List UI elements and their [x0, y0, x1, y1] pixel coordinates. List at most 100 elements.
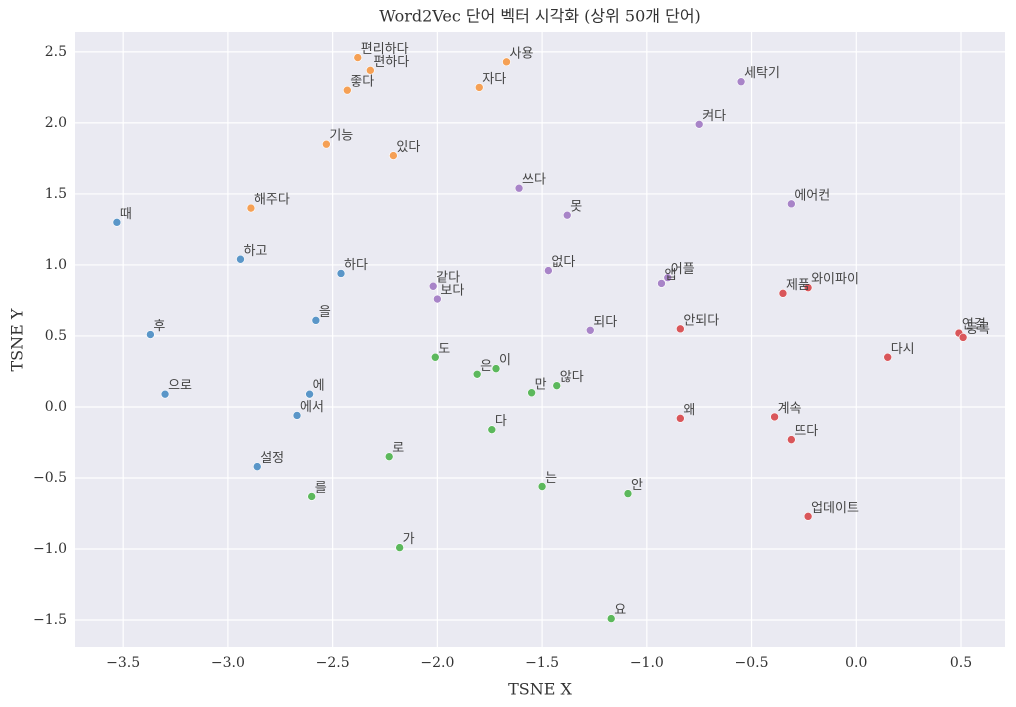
point	[657, 279, 666, 288]
point	[537, 482, 547, 491]
point	[663, 273, 673, 283]
point-label: 제품	[786, 278, 810, 293]
point-label: 계속	[778, 401, 802, 416]
point-label: 이	[499, 353, 511, 368]
grid	[75, 32, 1005, 647]
point	[883, 352, 893, 362]
point-label: 않다	[560, 370, 584, 385]
point	[562, 210, 572, 220]
point-label: 자다	[482, 72, 506, 87]
point	[787, 199, 796, 209]
point	[322, 139, 331, 149]
point-label: 후	[153, 319, 165, 334]
point	[958, 333, 968, 342]
point-label: 연결	[962, 318, 986, 333]
point-label: 쓰다	[522, 173, 546, 188]
point-label: 기능	[329, 129, 353, 144]
point-label: 해주다	[254, 193, 290, 208]
point	[336, 269, 346, 278]
y-tick-label: 1.0	[45, 257, 67, 273]
x-tick-label: −3.0	[211, 655, 245, 671]
point-label: 없다	[551, 255, 575, 270]
y-tick-label: −1.5	[33, 612, 67, 628]
point	[292, 411, 302, 420]
point-label: 요	[614, 603, 626, 618]
chart-title: Word2Vec 단어 벡터 시각화 (상위 50개 단어)	[379, 7, 701, 26]
point-label: 좋다	[350, 75, 374, 90]
point-label: 세탁기	[744, 66, 780, 81]
point-label: 만	[535, 377, 547, 392]
point-label: 설정	[260, 451, 284, 466]
point-label: 다시	[891, 342, 915, 357]
point-label: 는	[545, 471, 557, 486]
x-tick-label: 0.0	[845, 655, 867, 671]
point-label: 보다	[440, 284, 464, 299]
point	[395, 543, 404, 552]
point-label: 편하다	[373, 55, 409, 70]
point	[342, 85, 352, 95]
x-tick-label: −2.5	[316, 655, 350, 671]
point	[112, 218, 122, 227]
x-tick-label: −0.5	[735, 655, 769, 671]
point	[606, 614, 616, 623]
point	[585, 325, 595, 335]
point-label: 로	[392, 441, 404, 456]
point-label: 하고	[243, 244, 267, 259]
point-label: 을	[319, 305, 331, 320]
point-label: 도	[438, 342, 450, 357]
point-label: 등록	[966, 322, 990, 337]
point-label: 사용	[509, 46, 533, 61]
point	[353, 53, 363, 62]
point-label: 하다	[344, 258, 368, 273]
point	[676, 324, 685, 334]
point-label: 안	[631, 478, 643, 493]
point	[430, 352, 440, 362]
point	[389, 151, 398, 160]
point-label: 편리하다	[361, 42, 409, 57]
point	[160, 389, 170, 399]
point	[778, 289, 788, 298]
y-tick-label: 2.0	[45, 115, 67, 131]
point-label: 같다	[436, 271, 460, 286]
point	[803, 512, 813, 521]
point-label: 앱	[664, 268, 676, 283]
plot-area	[75, 32, 1005, 647]
y-axis-label: TSNE Y	[8, 308, 27, 371]
point	[514, 183, 524, 193]
point	[552, 381, 562, 390]
point	[428, 281, 438, 291]
point	[236, 254, 245, 264]
point-label: 으로	[168, 379, 192, 394]
point	[311, 316, 321, 325]
point	[623, 489, 633, 498]
x-tick-label: −2.0	[420, 655, 454, 671]
point	[146, 330, 155, 339]
point-label: 에서	[300, 400, 324, 415]
point	[803, 283, 813, 292]
point-label: 업데이트	[811, 501, 859, 516]
point	[246, 203, 256, 213]
point	[433, 294, 442, 304]
y-tick-label: 0.0	[45, 399, 67, 415]
point	[491, 364, 501, 373]
y-tick-label: 2.5	[45, 44, 67, 60]
x-tick-label: −1.5	[525, 655, 559, 671]
x-axis-label: TSNE X	[508, 680, 572, 699]
y-tick-label: 0.5	[45, 328, 67, 344]
point	[544, 266, 553, 275]
point	[787, 435, 796, 444]
y-tick-label: −1.0	[33, 541, 67, 557]
point-label: 에어컨	[794, 188, 830, 203]
point-label: 되다	[593, 315, 617, 330]
point-label: 와이파이	[811, 272, 859, 287]
point	[487, 425, 497, 434]
point-label: 있다	[396, 140, 420, 155]
point	[694, 120, 704, 129]
point-label: 왜	[683, 403, 695, 418]
point	[307, 492, 316, 501]
x-tick-label: 0.5	[950, 655, 972, 671]
point	[384, 452, 394, 461]
point-label: 가	[403, 532, 415, 547]
